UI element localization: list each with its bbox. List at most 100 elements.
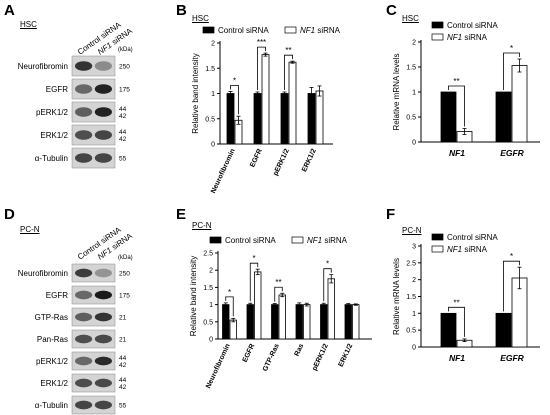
y-tick-label: 2: [211, 41, 215, 48]
significance-bracket: [230, 85, 239, 115]
legend-label-suffix: siRNA: [322, 236, 348, 245]
significance-bracket: [249, 262, 259, 302]
legend-swatch: [202, 26, 215, 34]
band-control: [75, 312, 93, 322]
y-tick-label: 1: [209, 302, 213, 309]
x-category-label: NF1: [449, 353, 465, 363]
band-control: [75, 356, 93, 366]
y-tick-label: 2: [209, 268, 213, 275]
blot-box: [71, 147, 116, 169]
band-knockdown: [94, 312, 112, 322]
kda-marker: 42: [119, 136, 127, 143]
significance-mark: **: [453, 77, 459, 86]
significance-mark: **: [285, 46, 291, 55]
bar-control: [495, 91, 512, 143]
y-tick-label: 1: [412, 90, 416, 97]
legend-label: NF1 siRNA: [447, 245, 488, 254]
blot-row-label: α-Tubulin: [35, 154, 68, 163]
panel-letter-b: B: [176, 2, 187, 19]
y-axis-label: Relative mRNA levels: [392, 54, 401, 131]
kda-marker: 175: [119, 293, 130, 300]
blot-row-label: pERK1/2: [36, 108, 69, 117]
panel-b-context: HSC: [192, 14, 209, 23]
y-tick-label: 1.5: [406, 65, 416, 72]
legend-label-suffix: siRNA: [462, 245, 488, 254]
significance-mark: *: [326, 260, 329, 269]
panel-c-context: HSC: [402, 14, 419, 23]
panel-f-context: PC-N: [402, 226, 422, 235]
y-tick-label: 1: [211, 91, 215, 98]
legend-swatch: [209, 236, 222, 244]
kda-marker: 21: [119, 315, 127, 322]
blot-box: [71, 329, 116, 349]
band-knockdown: [94, 107, 112, 117]
band-control: [75, 130, 93, 140]
significance-mark: **: [275, 278, 281, 287]
kda-marker: 42: [119, 113, 127, 120]
y-tick-label: 1.5: [406, 294, 416, 301]
y-tick-label: 0.5: [406, 328, 416, 335]
y-tick-label: 1: [412, 311, 416, 318]
kda-marker: 44: [119, 129, 127, 136]
kda-marker: 44: [119, 377, 127, 384]
blot-box: [71, 55, 116, 77]
x-category-label: EGFR: [500, 148, 524, 158]
legend-label: Control siRNA: [447, 21, 498, 30]
blot-row-label: Pan-Ras: [37, 335, 68, 344]
bar-control: [440, 312, 457, 348]
significance-bracket: [503, 260, 520, 312]
significance-bracket: [503, 52, 520, 90]
significance-mark: *: [510, 44, 513, 53]
legend-label-gene: NF1: [447, 245, 462, 254]
significance-mark: *: [510, 252, 513, 261]
band-knockdown: [94, 378, 112, 388]
band-knockdown: [94, 268, 112, 278]
band-control: [75, 153, 93, 163]
y-tick-label: 1.5: [205, 66, 215, 73]
band-knockdown: [94, 334, 112, 344]
legend-label: Control siRNA: [225, 236, 276, 245]
y-tick-label: 1.5: [203, 285, 213, 292]
y-tick-label: 0: [412, 140, 416, 147]
band-knockdown: [94, 84, 112, 94]
kda-marker: 21: [119, 337, 127, 344]
blot-box: [71, 263, 116, 283]
y-axis-label: Relative band intensity: [191, 53, 200, 134]
blot-box: [71, 124, 116, 146]
legend-label-gene: NF1: [307, 236, 322, 245]
y-tick-label: 0: [211, 142, 215, 149]
band-knockdown: [94, 61, 112, 71]
y-tick-label: 0: [412, 345, 416, 352]
kda-marker: 42: [119, 362, 127, 369]
blot-row-label: EGFR: [46, 291, 68, 300]
x-category-label: EGFR: [500, 353, 524, 363]
band-knockdown: [94, 153, 112, 163]
x-category-label: Ras: [294, 343, 306, 358]
significance-mark: **: [453, 298, 459, 307]
legend-label-gene: NF1: [300, 26, 315, 35]
panel-letter-a: A: [4, 2, 15, 19]
kda-marker: 55: [119, 156, 127, 163]
bar-control: [440, 91, 457, 143]
band-knockdown: [94, 290, 112, 300]
legend-label-suffix: siRNA: [315, 26, 341, 35]
panel-letter-c: C: [386, 2, 397, 19]
y-axis-label: Relative mRNA levels: [392, 258, 401, 335]
legend-swatch: [431, 21, 444, 29]
panel-letter-e: E: [176, 206, 187, 223]
band-control: [75, 61, 93, 71]
y-tick-label: 0.5: [203, 319, 213, 326]
y-tick-label: 0.5: [406, 115, 416, 122]
band-control: [75, 268, 93, 278]
band-control: [75, 334, 93, 344]
band-knockdown: [94, 400, 112, 410]
legend-label: Control siRNA: [447, 233, 498, 242]
y-axis-label: Relative band intensity: [189, 256, 198, 337]
kda-header: (kDa): [118, 255, 133, 261]
significance-bracket: [284, 54, 293, 90]
y-tick-label: 0: [209, 337, 213, 344]
